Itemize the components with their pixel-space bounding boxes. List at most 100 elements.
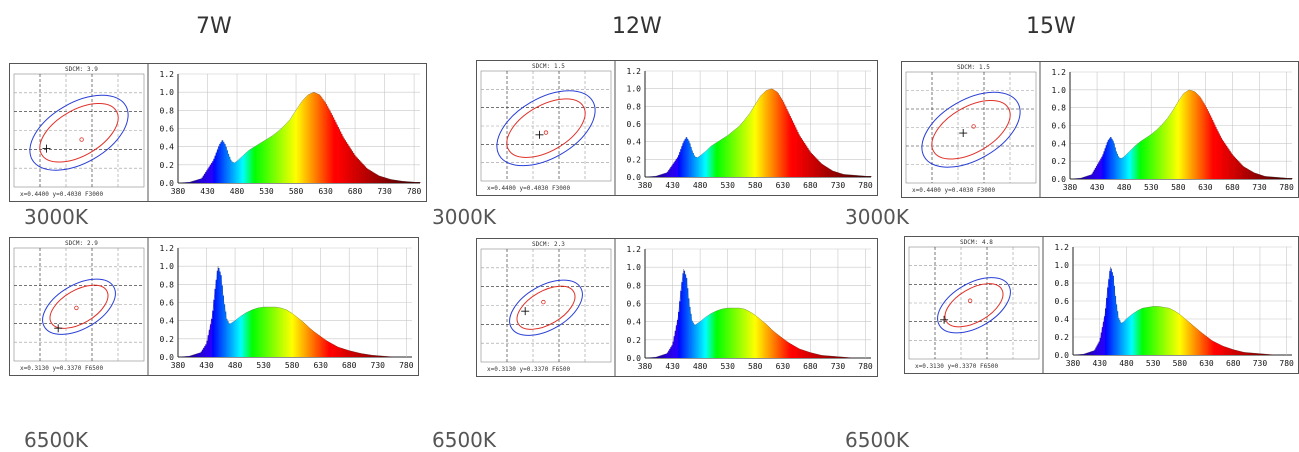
y-tick-label: 0.2 [1055, 333, 1070, 342]
spectrum-bar [419, 182, 421, 183]
y-tick-label: 1.0 [627, 85, 642, 94]
y-tick-label: 0.8 [1052, 104, 1067, 113]
cct-label-7w-6500k: 6500K [24, 428, 88, 452]
x-tick-label: 780 [407, 187, 422, 196]
panel-svg: SDCM:1.5x=0.4400 y=0.4030 F30000.00.20.4… [902, 62, 1298, 197]
sdcm-outer-ellipse [500, 269, 591, 347]
chromaticity-footer: x=0.4400 y=0.4030 F3000 [20, 191, 103, 198]
y-tick-label: 1.2 [160, 70, 175, 79]
y-tick-label: 0.8 [160, 280, 175, 289]
y-tick-label: 0.8 [627, 281, 642, 290]
x-tick-label: 780 [858, 362, 873, 371]
x-tick-label: 630 [1199, 359, 1214, 368]
x-tick-label: 430 [1090, 183, 1105, 192]
y-tick-label: 0.2 [160, 335, 175, 344]
x-tick-label: 430 [200, 187, 215, 196]
chromaticity-footer: x=0.4400 y=0.4030 F3000 [487, 185, 570, 192]
x-tick-label: 430 [1092, 359, 1107, 368]
chromaticity-footer: x=0.3130 y=0.3370 F6500 [487, 366, 570, 373]
x-tick-label: 530 [259, 187, 274, 196]
y-tick-label: 0.8 [627, 102, 642, 111]
y-tick-label: 0.8 [160, 106, 175, 115]
x-tick-label: 580 [1171, 183, 1186, 192]
sdcm-label: SDCM: [65, 66, 83, 73]
x-tick-label: 430 [665, 181, 680, 190]
x-tick-label: 730 [1253, 359, 1268, 368]
sdcm-outer-ellipse [33, 268, 124, 346]
sdcm-inner-ellipse [938, 275, 1010, 336]
sdcm-inner-ellipse [497, 87, 595, 170]
x-tick-label: 380 [1063, 183, 1078, 192]
x-tick-label: 630 [1198, 183, 1213, 192]
x-tick-label: 380 [1066, 359, 1081, 368]
spectrum-bar [870, 176, 871, 177]
spectrum-bar [1291, 178, 1292, 179]
sdcm-value: 3.9 [87, 66, 98, 73]
y-tick-label: 0.4 [160, 143, 175, 152]
x-tick-label: 730 [1252, 183, 1267, 192]
y-tick-label: 1.2 [1055, 243, 1070, 252]
chromaticity-plot: SDCM:1.5x=0.4400 y=0.4030 F3000 [481, 63, 611, 192]
target-point-marker [542, 300, 546, 304]
x-tick-label: 380 [171, 361, 186, 370]
y-tick-label: 1.2 [160, 244, 175, 253]
x-tick-label: 480 [1117, 183, 1132, 192]
x-tick-label: 530 [720, 362, 735, 371]
y-tick-label: 0.2 [1052, 157, 1067, 166]
y-tick-label: 0.4 [627, 318, 642, 327]
cct-label-15w-3000k: 3000K [845, 205, 909, 229]
target-point-marker [80, 138, 84, 142]
x-tick-label: 630 [776, 362, 791, 371]
y-tick-label: 1.2 [1052, 68, 1067, 77]
chromaticity-plot: SDCM: 3.9 x=0.4400 y=0.4030 F3000 [14, 66, 144, 198]
y-tick-label: 0.2 [160, 161, 175, 170]
y-tick-label: 0.2 [627, 155, 642, 164]
x-tick-label: 530 [720, 181, 735, 190]
chromaticity-footer: x=0.3130 y=0.3370 F6500 [20, 365, 103, 372]
x-tick-label: 530 [256, 361, 271, 370]
cct-label-15w-6500k: 6500K [845, 428, 909, 452]
panel-svg: SDCM:3.9x=0.4400 y=0.4030 F30000.00.20.4… [10, 64, 426, 201]
y-tick-label: 1.0 [1055, 261, 1070, 270]
y-tick-label: 0.6 [627, 300, 642, 309]
y-tick-label: 0.4 [160, 317, 175, 326]
x-tick-label: 780 [1279, 183, 1294, 192]
cct-label-12w-3000k: 3000K [432, 205, 496, 229]
chromaticity-footer: x=0.3130 y=0.3370 F6500 [915, 363, 998, 370]
y-tick-label: 1.0 [160, 262, 175, 271]
x-tick-label: 680 [803, 181, 818, 190]
chromaticity-plot: SDCM:2.9x=0.3130 y=0.3370 F6500 [14, 240, 144, 372]
y-tick-label: 0.6 [160, 125, 175, 134]
panel-svg: SDCM:4.8x=0.3130 y=0.3370 F65000.00.20.4… [905, 237, 1298, 373]
target-point-marker [544, 131, 548, 135]
measured-point-cross [521, 307, 529, 315]
x-tick-label: 480 [693, 362, 708, 371]
x-tick-label: 580 [748, 362, 763, 371]
sdcm-value: 4.8 [982, 239, 993, 246]
y-tick-label: 0.6 [1052, 122, 1067, 131]
x-tick-label: 730 [377, 187, 392, 196]
x-tick-label: 680 [342, 361, 357, 370]
x-tick-label: 480 [693, 181, 708, 190]
sdcm-outer-ellipse [909, 77, 1033, 183]
y-tick-label: 0.4 [1052, 139, 1067, 148]
y-tick-label: 1.0 [1052, 86, 1067, 95]
x-tick-label: 480 [230, 187, 245, 196]
sdcm-outer-ellipse [928, 266, 1019, 344]
x-tick-label: 580 [1173, 359, 1188, 368]
chromaticity-plot: SDCM:2.3x=0.3130 y=0.3370 F6500 [481, 241, 611, 373]
x-tick-label: 780 [399, 361, 414, 370]
x-tick-label: 680 [348, 187, 363, 196]
panel-svg: SDCM:1.5x=0.4400 y=0.4030 F30000.00.20.4… [477, 61, 877, 195]
x-tick-label: 530 [1146, 359, 1161, 368]
x-tick-label: 630 [776, 181, 791, 190]
